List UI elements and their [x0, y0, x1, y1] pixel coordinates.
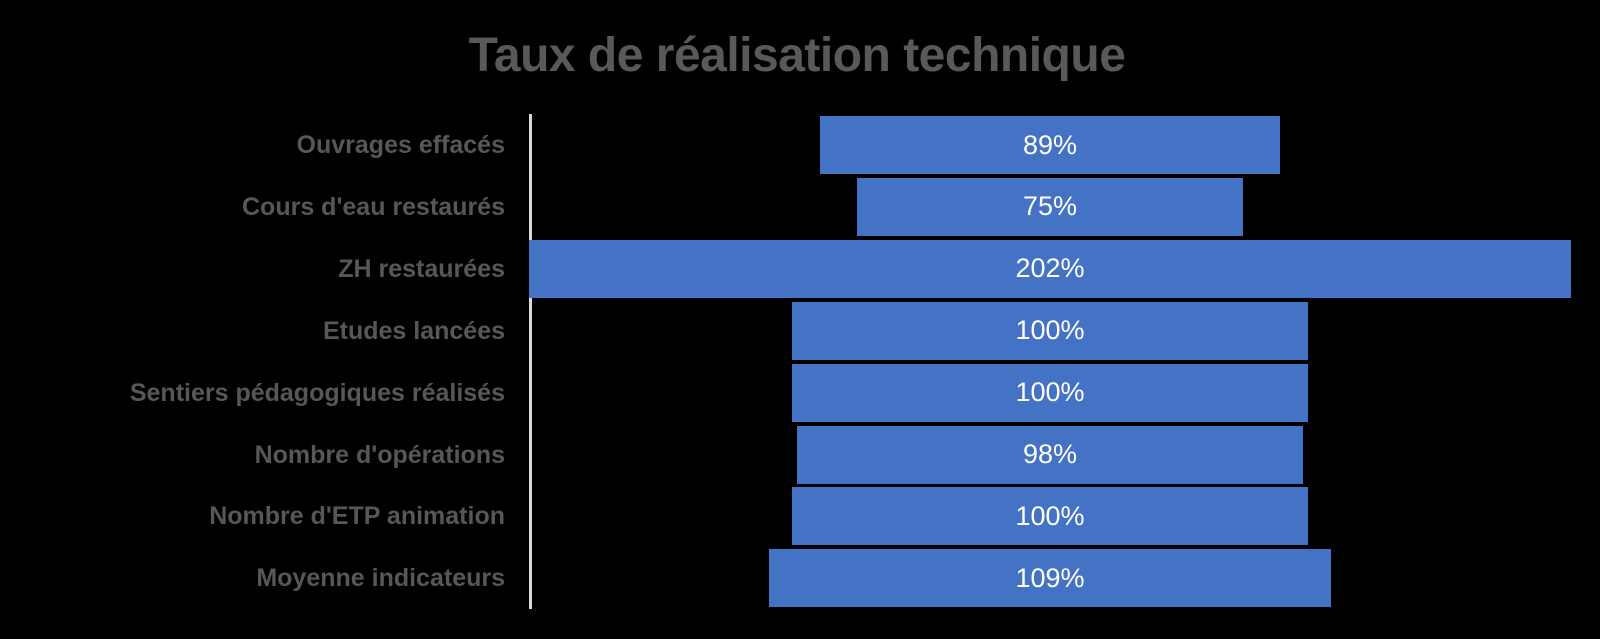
bar: 98% [797, 425, 1303, 484]
bar: 100% [792, 363, 1308, 422]
bar: 100% [792, 301, 1308, 360]
bar-value-label: 100% [1015, 315, 1085, 346]
chart-title: Taux de réalisation technique [468, 29, 1126, 82]
bar-value-label: 109% [1015, 562, 1085, 593]
bar-value-label: 75% [1022, 191, 1077, 222]
bar: 100% [792, 487, 1308, 546]
category-label: Nombre d'opérations [254, 440, 505, 469]
category-label: Sentiers pédagogiques réalisés [129, 378, 505, 407]
bar-value-label: 89% [1022, 129, 1078, 160]
bar: 202% [529, 239, 1571, 298]
category-axis-line [529, 114, 532, 609]
bar: 75% [856, 177, 1244, 236]
category-label: Nombre d'ETP animation [209, 502, 505, 531]
category-label: Etudes lancées [322, 316, 505, 345]
bar-value-label: 202% [1015, 253, 1085, 284]
category-label: Cours d'eau restaurés [242, 192, 505, 221]
category-label: Moyenne indicateurs [256, 564, 505, 593]
bar: 89% [820, 116, 1280, 174]
bar-value-label: 100% [1015, 377, 1085, 408]
category-label: Ouvrages effacés [296, 131, 505, 159]
bar: 109% [768, 549, 1332, 608]
category-label: ZH restaurées [338, 254, 505, 283]
bar-value-label: 98% [1022, 439, 1077, 469]
bar-value-label: 100% [1015, 500, 1085, 531]
